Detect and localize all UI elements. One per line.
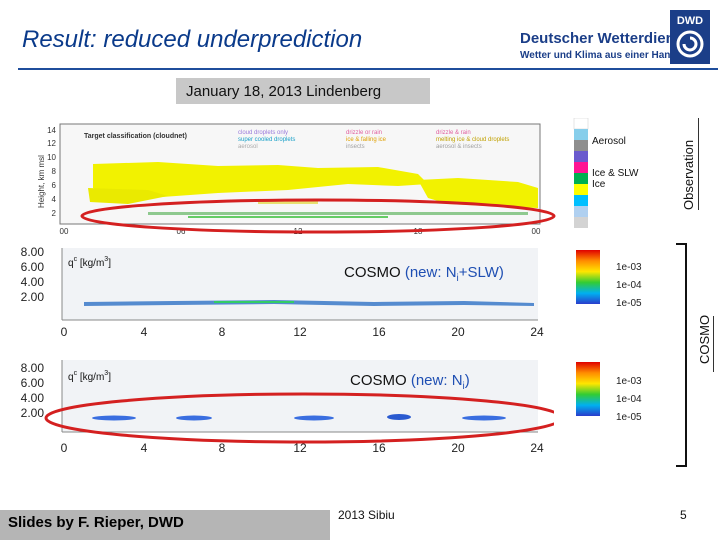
brand-name: Deutscher Wetterdienst [520, 30, 689, 47]
cosmo2-ytick: 4.00 [21, 391, 45, 405]
legend-drizzle-and-rain: drizzle & rain [436, 130, 471, 136]
obs-ytick: 10 [47, 153, 56, 162]
cosmo2-cb-label: 1e-03 [616, 376, 642, 387]
legend-ice-slw: Ice & SLW [592, 168, 639, 179]
obs-panel-title: Target classification (cloudnet) [84, 133, 187, 140]
cosmo2-xtick: 0 [61, 441, 68, 455]
cosmo1-caption: COSMO (new: Ni+SLW) [344, 264, 504, 284]
cosmo-plot-2: 8.00 6.00 4.00 2.00 qc [kg/m3] 0 4 8 12 … [21, 360, 554, 455]
legend-melting-ice: melting ice & cloud droplets [436, 137, 509, 143]
cosmo2-ytick: 6.00 [21, 376, 45, 390]
obs-ytick: 12 [47, 139, 56, 148]
date-banner [176, 78, 430, 104]
obs-xtick: 00 [532, 227, 541, 236]
cosmo2-ylabel: qc [kg/m3] [68, 370, 111, 383]
cosmo2-xtick: 8 [219, 441, 226, 455]
date-location: January 18, 2013 Lindenberg [186, 83, 382, 100]
footer-event: 2013 Sibiu [338, 508, 395, 522]
obs-xtick: 00 [60, 227, 69, 236]
cosmo1-ytick: 2.00 [21, 290, 45, 304]
cosmo1-xtick: 20 [451, 325, 465, 339]
footer-banner [0, 510, 330, 540]
cosmo2-caption: COSMO (new: Ni) [350, 372, 470, 392]
highlight-ellipse-obs [80, 198, 556, 234]
cosmo2-cb-label: 1e-04 [616, 394, 642, 405]
cosmo1-xtick: 12 [293, 325, 307, 339]
obs-colorbar [573, 118, 589, 228]
cosmo1-ytick: 8.00 [21, 245, 45, 259]
cosmo1-xtick: 0 [61, 325, 68, 339]
cosmo2-xtick: 4 [141, 441, 148, 455]
header-rule [18, 68, 718, 70]
cosmo2-colorbar [576, 362, 600, 416]
slide-title: Result: reduced underprediction [22, 26, 363, 53]
cosmo-bracket [676, 243, 687, 467]
legend-insects: insects [346, 144, 365, 150]
cosmo1-xtick: 8 [219, 325, 226, 339]
cosmo1-cb-label: 1e-05 [616, 298, 642, 309]
cosmo2-cb-label: 1e-05 [616, 412, 642, 423]
cosmo-divider [713, 316, 714, 372]
cosmo1-xtick: 16 [372, 325, 386, 339]
observation-plot: Target classification (cloudnet) cloud d… [18, 118, 558, 236]
legend-aerosol-insects: aerosol & insects [436, 144, 482, 150]
cosmo1-ytick: 6.00 [21, 260, 45, 274]
obs-ytick: 6 [52, 181, 57, 190]
cosmo-side-label: COSMO [697, 314, 712, 364]
obs-ytick: 4 [52, 195, 57, 204]
cosmo2-xtick: 20 [451, 441, 465, 455]
cosmo2-xtick: 16 [372, 441, 386, 455]
observation-side-label: Observation [681, 139, 696, 210]
legend-cloud-droplets: cloud droplets only [238, 130, 288, 136]
obs-ylabel: Height, km msl [37, 155, 46, 208]
cosmo1-colorbar [576, 250, 600, 304]
observation-divider [698, 118, 699, 210]
page-number: 5 [680, 508, 687, 522]
cosmo1-ytick: 4.00 [21, 275, 45, 289]
legend-ice-falling: ice & falling ice [346, 137, 387, 143]
logo-text: DWD [677, 15, 703, 27]
cosmo1-xtick: 24 [530, 325, 544, 339]
legend-drizzle-rain: drizzle or rain [346, 130, 382, 136]
highlight-ellipse-cosmo [44, 392, 554, 444]
cosmo2-xtick: 12 [293, 441, 307, 455]
cosmo1-cb-label: 1e-04 [616, 280, 642, 291]
cosmo2-ytick: 2.00 [21, 406, 45, 420]
legend-ice: Ice [592, 179, 606, 190]
obs-ytick: 8 [52, 167, 57, 176]
legend-supercooled: super cooled droplets [238, 137, 295, 143]
obs-ytick: 14 [47, 126, 56, 135]
legend-aerosol-small: aerosol [238, 144, 258, 150]
legend-aerosol: Aerosol [592, 136, 626, 147]
cosmo2-ytick: 8.00 [21, 361, 45, 375]
obs-ytick: 2 [52, 209, 57, 218]
brand-tagline: Wetter und Klima aus einer Hand [520, 50, 677, 61]
cosmo2-xtick: 24 [530, 441, 544, 455]
dwd-logo: DWD [670, 10, 710, 64]
cosmo-plot-1: 8.00 6.00 4.00 2.00 qc [kg/m3] 0 4 8 12 … [21, 245, 544, 339]
cosmo1-xtick: 4 [141, 325, 148, 339]
obs-xtick: 06 [177, 227, 186, 236]
cosmo1-ylabel: qc [kg/m3] [68, 256, 111, 269]
cosmo1-cb-label: 1e-03 [616, 262, 642, 273]
footer-credit: Slides by F. Rieper, DWD [8, 514, 184, 531]
